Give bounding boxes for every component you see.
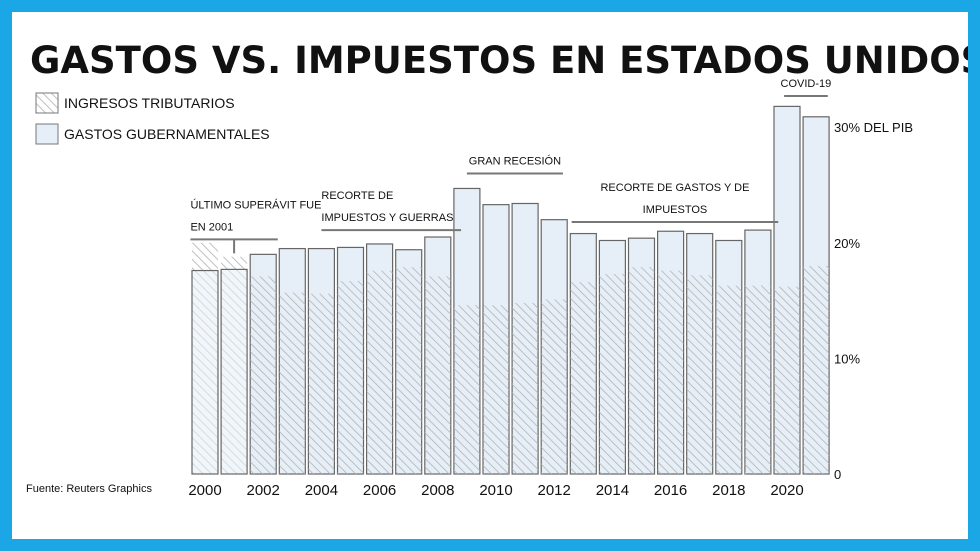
x-tick-label: 2010: [479, 482, 512, 499]
bar-ingresos-2017: [686, 275, 713, 474]
bar-ingresos-2010: [483, 305, 509, 474]
x-tick-label: 2002: [247, 482, 280, 499]
bars: [191, 105, 830, 475]
annotation-label: GRAN RECESIÓN: [469, 154, 561, 167]
legend-swatch-gastos: [35, 123, 59, 145]
bar-ingresos-2018: [715, 285, 742, 474]
bar-ingresos-2003: [279, 292, 306, 474]
legend: INGRESOS TRIBUTARIOS GASTOS GUBERNAMENTA…: [35, 92, 270, 145]
bar-ingresos-2012: [541, 299, 568, 474]
legend-label-ingresos: INGRESOS TRIBUTARIOS: [64, 95, 235, 111]
x-tick-label: 2014: [596, 482, 629, 499]
bar-ingresos-2004: [308, 293, 335, 474]
bar-ingresos-2007: [395, 267, 422, 474]
chart-svg: GASTOS VS. IMPUESTOS EN ESTADOS UNIDOS I…: [26, 39, 968, 499]
y-tick-label: 30% DEL PIB: [834, 120, 913, 135]
bar-ingresos-2008: [424, 276, 451, 474]
y-axis: 0 10% 20% 30% DEL PIB: [834, 120, 913, 482]
annotation-label: RECORTE DE GASTOS Y DE: [600, 182, 749, 194]
y-tick-label: 20%: [834, 236, 860, 251]
x-tick-label: 2008: [421, 482, 454, 499]
bar-ingresos-2013: [570, 282, 597, 474]
bar-ingresos-2015: [628, 267, 655, 474]
bar-ingresos-2021: [803, 265, 830, 474]
x-tick-label: 2012: [538, 482, 571, 499]
bar-ingresos-2009: [453, 305, 480, 474]
bar-ingresos-2014: [599, 274, 626, 474]
annotation-label: COVID-19: [781, 78, 832, 90]
legend-swatch-ingresos: [35, 92, 59, 114]
y-tick-label: 10%: [834, 351, 860, 366]
legend-label-gastos: GASTOS GUBERNAMENTALES: [64, 126, 270, 142]
annotation-label: EN 2001: [190, 221, 233, 233]
annotation-label: IMPUESTOS Y GUERRAS: [321, 212, 453, 224]
bar-ingresos-2011: [512, 302, 539, 474]
x-tick-label: 2018: [712, 482, 745, 499]
bar-ingresos-2016: [657, 270, 684, 474]
bar-ingresos-2006: [366, 270, 393, 474]
bar-ingresos-2019: [744, 285, 771, 474]
annotation-label: ÚLTIMO SUPERÁVIT FUE: [190, 198, 321, 211]
x-tick-label: 2020: [770, 482, 803, 499]
bar-ingresos-2020: [774, 286, 800, 474]
x-tick-label: 2004: [305, 482, 338, 499]
bar-gastos-2000: [191, 269, 219, 475]
source-note: Fuente: Reuters Graphics: [26, 483, 152, 495]
y-tick-label: 0: [834, 467, 841, 482]
bar-ingresos-2002: [250, 276, 277, 474]
bar-gastos-2001: [220, 268, 248, 475]
x-tick-label: 2000: [188, 482, 221, 499]
x-axis: 2000 2002 2004 2006 2008 2010 2012 2014 2016 2018…: [188, 482, 803, 499]
annotation-label: RECORTE DE: [321, 190, 393, 202]
chart-frame: GASTOS VS. IMPUESTOS EN ESTADOS UNIDOS I…: [12, 12, 968, 539]
annotation-label: IMPUESTOS: [643, 204, 708, 216]
bar-ingresos-2005: [337, 280, 364, 474]
x-tick-label: 2006: [363, 482, 396, 499]
x-tick-label: 2016: [654, 482, 687, 499]
chart-title: GASTOS VS. IMPUESTOS EN ESTADOS UNIDOS: [30, 39, 968, 82]
annotations: ÚLTIMO SUPERÁVIT FUE EN 2001 RECORTE DE IMP…: [190, 78, 832, 254]
